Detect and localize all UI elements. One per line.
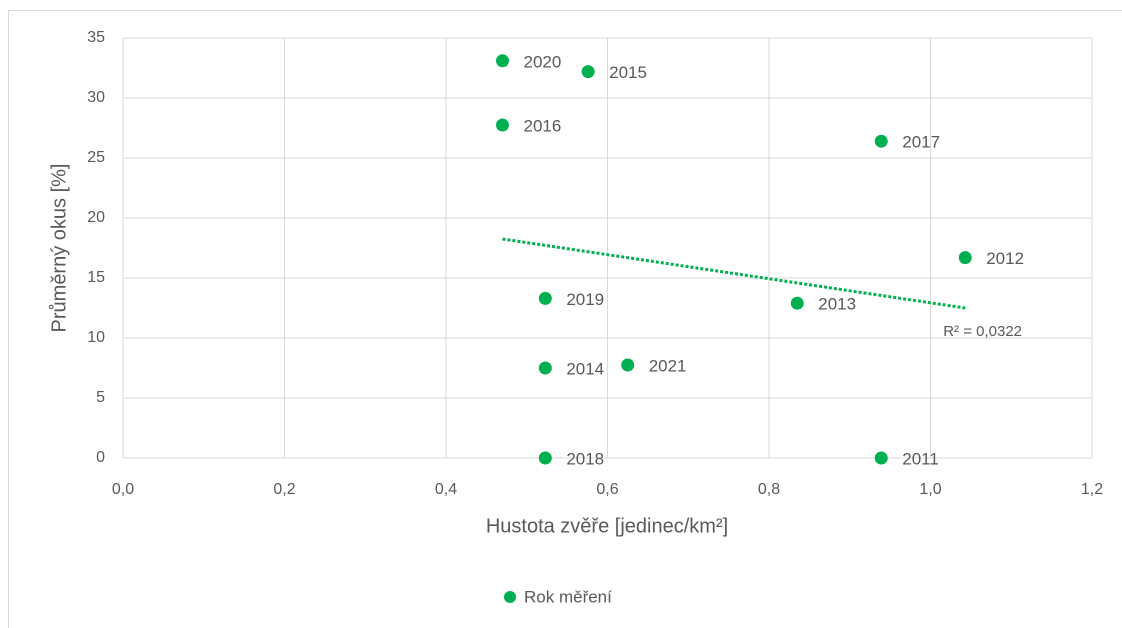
trendline-label: R² = 0,0322 (943, 323, 1022, 340)
x-axis-title: Hustota zvěře [jedinec/km²] (486, 515, 728, 537)
point (496, 118, 510, 132)
point (538, 361, 552, 375)
y-tick-label: 5 (96, 389, 105, 406)
x-tick-label: 1,0 (919, 481, 941, 498)
point (496, 54, 510, 68)
point-label: 2015 (609, 63, 647, 82)
point-label: 2018 (566, 449, 604, 468)
point-label: 2014 (566, 359, 604, 378)
point (790, 296, 804, 310)
trendline (502, 237, 966, 310)
point-label: 2017 (902, 133, 940, 152)
point-label: 2016 (524, 116, 562, 135)
x-tick-label: 1,2 (1081, 481, 1103, 498)
y-tick-label: 10 (87, 329, 105, 346)
point (621, 358, 635, 372)
y-tick-label: 15 (87, 269, 105, 286)
point-label: 2011 (902, 449, 939, 468)
y-tick-label: 30 (87, 89, 105, 106)
point (958, 251, 972, 265)
legend-label: Rok měření (524, 587, 612, 606)
x-tick-label: 0,6 (596, 481, 618, 498)
point (538, 451, 552, 465)
y-tick-label: 20 (87, 209, 105, 226)
point-label: 2013 (818, 295, 856, 314)
point-label: 2021 (649, 356, 687, 375)
y-tick-label: 25 (87, 149, 105, 166)
chart-frame (8, 10, 1122, 628)
x-tick-label: 0,4 (435, 481, 457, 498)
y-axis-title: Průměrný okus [%] (48, 164, 70, 333)
point-label: 2020 (524, 52, 562, 71)
point (581, 65, 595, 79)
x-tick-label: 0,0 (112, 481, 134, 498)
y-tick-label: 35 (87, 29, 105, 46)
point-label: 2012 (986, 249, 1024, 268)
legend-marker (504, 591, 516, 603)
point-label: 2019 (566, 290, 604, 309)
point (874, 134, 888, 148)
x-tick-label: 0,2 (273, 481, 295, 498)
point (538, 291, 552, 305)
point (874, 451, 888, 465)
y-tick-label: 0 (96, 449, 105, 466)
x-tick-label: 0,8 (758, 481, 780, 498)
